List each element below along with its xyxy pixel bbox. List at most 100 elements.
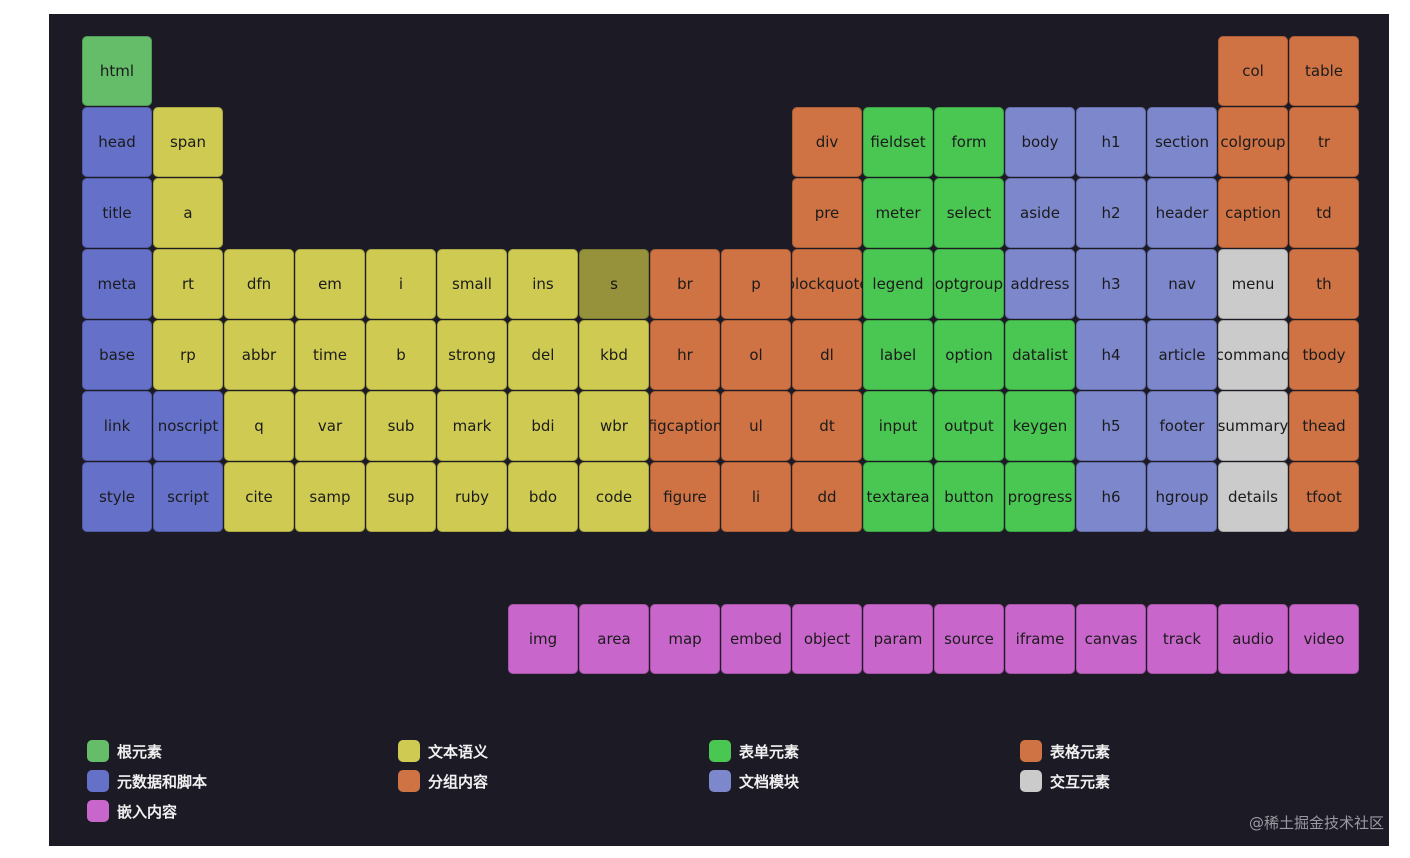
element-tile-tr: tr: [1289, 107, 1359, 177]
element-tile-h5: h5: [1076, 391, 1146, 461]
element-tile-h4: h4: [1076, 320, 1146, 390]
element-tile-figure: figure: [650, 462, 720, 532]
element-tile-bdi: bdi: [508, 391, 578, 461]
element-tile-tfoot: tfoot: [1289, 462, 1359, 532]
element-tile-label: label: [863, 320, 933, 390]
element-tile-footer: footer: [1147, 391, 1217, 461]
element-tile-details: details: [1218, 462, 1288, 532]
element-tile-command: command: [1218, 320, 1288, 390]
element-tile-aside: aside: [1005, 178, 1075, 248]
element-tile-canvas: canvas: [1076, 604, 1146, 674]
element-tile-datalist: datalist: [1005, 320, 1075, 390]
element-tile-span: span: [153, 107, 223, 177]
element-tile-time: time: [295, 320, 365, 390]
element-tile-div: div: [792, 107, 862, 177]
watermark-text: @稀土掘金技术社区: [1248, 814, 1384, 832]
legend-label: 嵌入内容: [117, 802, 178, 821]
element-tile-dd: dd: [792, 462, 862, 532]
element-tile-em: em: [295, 249, 365, 319]
element-tile-rp: rp: [153, 320, 223, 390]
element-tile-fieldset: fieldset: [863, 107, 933, 177]
element-tile-rt: rt: [153, 249, 223, 319]
legend-swatch: [709, 770, 731, 792]
element-tile-li: li: [721, 462, 791, 532]
element-tile-dfn: dfn: [224, 249, 294, 319]
element-tile-output: output: [934, 391, 1004, 461]
element-tile-tbody: tbody: [1289, 320, 1359, 390]
element-tile-legend: legend: [863, 249, 933, 319]
legend-item-table: 表格元素: [1020, 740, 1110, 762]
element-tiles: html head title meta base link style span a rt rp n…: [49, 14, 1389, 846]
element-tile-hgroup: hgroup: [1147, 462, 1217, 532]
legend-label: 交互元素: [1050, 772, 1111, 791]
element-tile-body: body: [1005, 107, 1075, 177]
element-tile-s: s: [579, 249, 649, 319]
element-tile-map: map: [650, 604, 720, 674]
legend-item-root: 根元素: [87, 740, 162, 762]
element-tile-del: del: [508, 320, 578, 390]
element-tile-keygen: keygen: [1005, 391, 1075, 461]
element-tile-menu: menu: [1218, 249, 1288, 319]
element-tile-code: code: [579, 462, 649, 532]
legend-item-form: 表单元素: [709, 740, 799, 762]
element-tile-sub: sub: [366, 391, 436, 461]
element-tile-link: link: [82, 391, 152, 461]
element-tile-select: select: [934, 178, 1004, 248]
element-tile-bdo: bdo: [508, 462, 578, 532]
element-tile-html: html: [82, 36, 152, 106]
element-tile-strong: strong: [437, 320, 507, 390]
element-tile-i: i: [366, 249, 436, 319]
element-tile-wbr: wbr: [579, 391, 649, 461]
element-tile-ul: ul: [721, 391, 791, 461]
element-tile-textarea: textarea: [863, 462, 933, 532]
element-tile-h3: h3: [1076, 249, 1146, 319]
element-tile-mark: mark: [437, 391, 507, 461]
element-tile-noscript: noscript: [153, 391, 223, 461]
element-tile-img: img: [508, 604, 578, 674]
legend-label: 分组内容: [428, 772, 489, 791]
legend-label: 表单元素: [739, 742, 800, 761]
legend-label: 文档模块: [739, 772, 800, 791]
element-tile-colgroup: colgroup: [1218, 107, 1288, 177]
element-tile-meter: meter: [863, 178, 933, 248]
element-tile-base: base: [82, 320, 152, 390]
element-tile-embed: embed: [721, 604, 791, 674]
element-tile-table: table: [1289, 36, 1359, 106]
element-tile-small: small: [437, 249, 507, 319]
element-tile-iframe: iframe: [1005, 604, 1075, 674]
legend-item-embed: 嵌入内容: [87, 800, 177, 822]
element-tile-style: style: [82, 462, 152, 532]
element-tile-section: section: [1147, 107, 1217, 177]
element-tile-param: param: [863, 604, 933, 674]
legend-swatch: [87, 770, 109, 792]
element-tile-ruby: ruby: [437, 462, 507, 532]
legend-swatch: [709, 740, 731, 762]
element-tile-td: td: [1289, 178, 1359, 248]
element-tile-video: video: [1289, 604, 1359, 674]
element-tile-q: q: [224, 391, 294, 461]
element-tile-hr: hr: [650, 320, 720, 390]
element-tile-ol: ol: [721, 320, 791, 390]
legend-swatch: [87, 740, 109, 762]
element-tile-source: source: [934, 604, 1004, 674]
element-tile-button: button: [934, 462, 1004, 532]
element-tile-title: title: [82, 178, 152, 248]
element-tile-ins: ins: [508, 249, 578, 319]
element-tile-h2: h2: [1076, 178, 1146, 248]
legend-swatch: [1020, 770, 1042, 792]
element-tile-optgroup: optgroup: [934, 249, 1004, 319]
legend-label: 文本语义: [428, 742, 489, 761]
element-tile-progress: progress: [1005, 462, 1075, 532]
legend-label: 根元素: [117, 742, 163, 761]
element-tile-address: address: [1005, 249, 1075, 319]
element-tile-cite: cite: [224, 462, 294, 532]
legend: 根元素元数据和脚本 嵌入内容 文本语义分组内容 表单元素文档模块 表格元素交互元素: [49, 14, 1389, 846]
element-tile-area: area: [579, 604, 649, 674]
legend-label: 元数据和脚本: [117, 772, 208, 791]
element-tile-audio: audio: [1218, 604, 1288, 674]
element-tile-thead: thead: [1289, 391, 1359, 461]
element-tile-abbr: abbr: [224, 320, 294, 390]
element-tile-h1: h1: [1076, 107, 1146, 177]
element-tile-col: col: [1218, 36, 1288, 106]
element-tile-a: a: [153, 178, 223, 248]
